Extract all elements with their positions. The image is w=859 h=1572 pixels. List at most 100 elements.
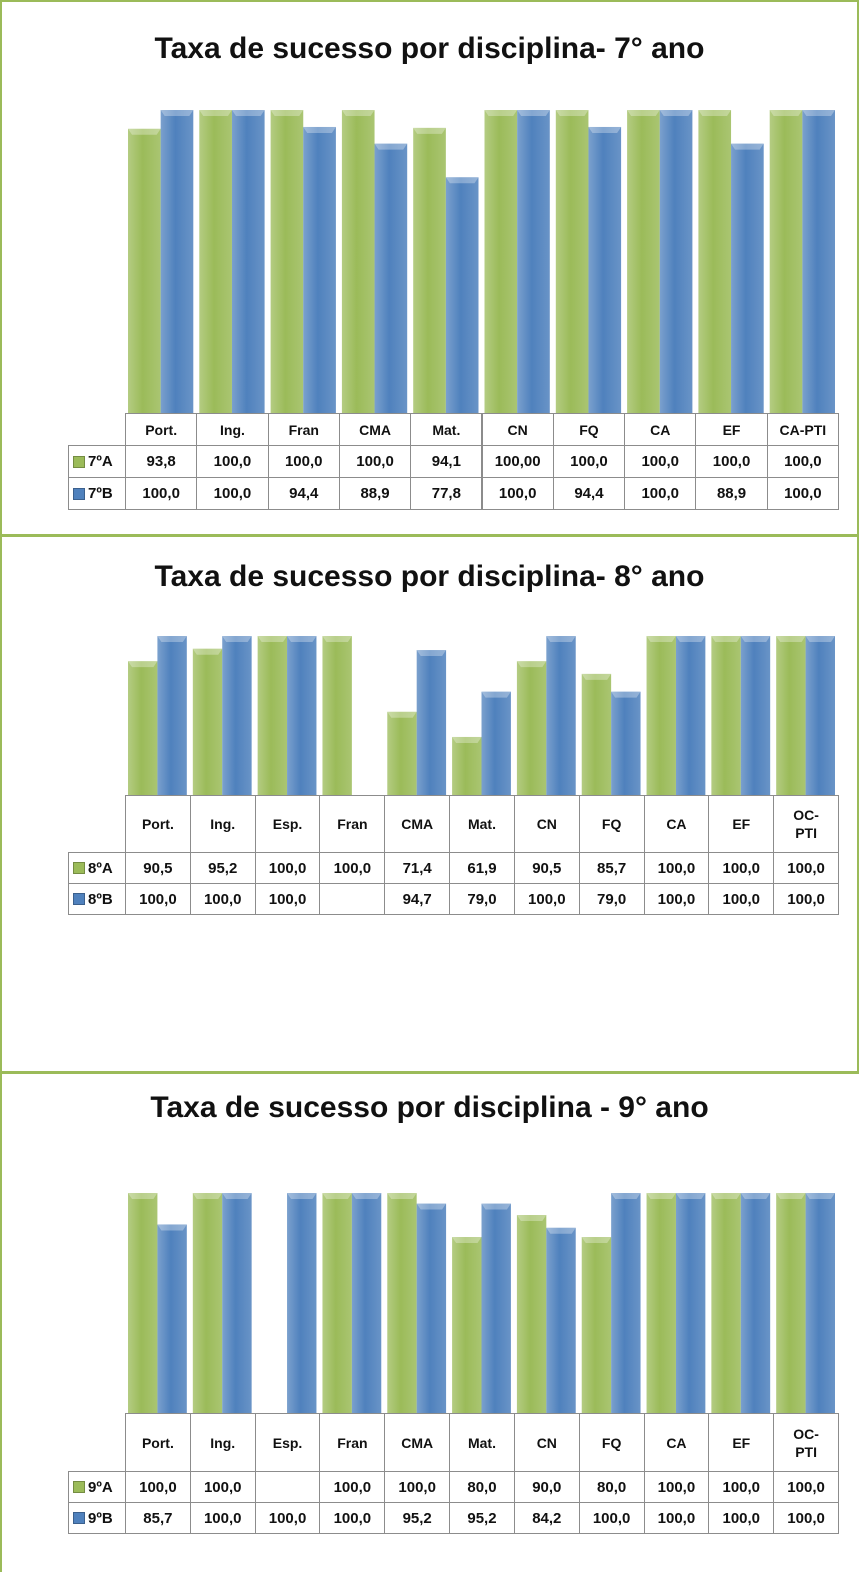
category-label: Fran (337, 1434, 368, 1451)
bar-cap (740, 1193, 771, 1199)
value-cell: 100,0 (773, 1471, 839, 1503)
value-cell: 100,0 (481, 477, 554, 510)
bar-cap (413, 127, 446, 134)
value-cell: 100,0 (708, 883, 775, 915)
value-cell: 100,0 (196, 445, 269, 478)
bar-cap (611, 1193, 641, 1199)
table-header-cell: CN (481, 413, 554, 446)
bar (675, 636, 706, 795)
bar (341, 110, 375, 413)
table-header-cell: CA (643, 1413, 710, 1472)
category-label: FQ (579, 421, 599, 438)
bar-cap (588, 126, 622, 133)
bar-cap (445, 177, 479, 184)
value-cell: 95,2 (449, 1502, 515, 1534)
category-label: Port. (141, 816, 174, 832)
bar-cap (659, 110, 693, 116)
legend-swatch (73, 487, 85, 500)
value-cell: 100,0 (552, 445, 626, 478)
value-cell: 100,00 (481, 445, 554, 478)
value-cell: 100,0 (695, 445, 768, 478)
bar (287, 636, 317, 795)
value-cell: 79,0 (449, 883, 515, 915)
value-cell: 100,0 (319, 1502, 386, 1534)
chart-title: Taxa de sucesso por disciplina- 8° ano (154, 560, 705, 593)
category-label: Fran (288, 421, 319, 438)
legend-cell: 7ºB (68, 477, 126, 510)
bar (416, 1203, 447, 1413)
bar (157, 1224, 187, 1413)
category-label: CN (536, 1434, 557, 1451)
table-header-cell: EF (695, 413, 768, 446)
bar-cap (481, 1203, 511, 1210)
bar-cap (546, 636, 576, 642)
bar (270, 110, 304, 413)
value-cell: 100,0 (624, 445, 697, 478)
value-cell: 95,2 (189, 852, 256, 884)
category-label: EF (732, 816, 751, 832)
table-header-cell: Esp. (254, 795, 321, 853)
category-label: FQ (601, 816, 622, 832)
bar-cap (192, 648, 223, 655)
category-label: Port. (141, 1434, 174, 1451)
bar (199, 110, 232, 413)
category-label: CA (666, 1434, 687, 1451)
bar (192, 648, 223, 795)
table-header-cell: OC-PTI (773, 795, 839, 853)
table-header-cell: CA-PTI (766, 413, 839, 446)
category-label: CA-PTI (779, 421, 827, 438)
table-header-cell: Mat. (449, 795, 515, 853)
value-cell: 100,0 (624, 477, 697, 510)
plot-area (128, 110, 835, 413)
category-label: CN (536, 816, 557, 832)
bar (646, 1193, 676, 1413)
bar (517, 110, 550, 413)
bar-cap (416, 1203, 447, 1210)
value-cell: 100,0 (319, 852, 386, 884)
bar (128, 128, 161, 413)
table-header-cell: Fran (319, 795, 386, 853)
bar (322, 1193, 352, 1413)
bar-cap (287, 636, 317, 642)
table-header-cell: EF (708, 795, 775, 853)
legend-swatch (73, 862, 85, 874)
value-cell: 100,0 (338, 445, 412, 478)
value-cell: 77,8 (410, 477, 483, 510)
table-header-cell: CMA (338, 413, 412, 446)
value-cell: 100,0 (189, 1471, 256, 1503)
bar (192, 1193, 223, 1413)
bar (546, 1227, 576, 1413)
legend-cell: 7ºA (68, 445, 126, 478)
value-cell: 100,0 (766, 477, 839, 510)
table-header-cell: EF (708, 1413, 775, 1472)
bar-cap (322, 1193, 352, 1199)
value-cell: 100,0 (773, 883, 839, 915)
category-label: Ing. (210, 1434, 236, 1451)
bar (611, 1193, 641, 1413)
value-cell: 100,0 (578, 1502, 645, 1534)
bar (445, 177, 479, 413)
legend-cell: 9ºB (68, 1502, 126, 1534)
value-cell: 100,0 (196, 477, 269, 510)
value-cell: 100,0 (643, 883, 710, 915)
bar-cap (341, 110, 375, 116)
value-cell (319, 883, 386, 915)
bar (222, 1193, 252, 1413)
bar (546, 636, 576, 795)
legend-cell: 9ºA (68, 1471, 126, 1503)
value-cell: 94,4 (552, 477, 626, 510)
bar (675, 1193, 706, 1413)
bar (351, 1193, 382, 1413)
bar (128, 1193, 158, 1413)
value-cell: 94,7 (384, 883, 451, 915)
bar-cap (646, 1193, 676, 1199)
bar (627, 110, 660, 413)
bar (322, 636, 352, 795)
bar (387, 1193, 417, 1413)
bar-cap (711, 636, 741, 642)
category-label: Mat. (467, 1434, 496, 1451)
legend-swatch (73, 893, 85, 905)
table-header-cell: Ing. (189, 1413, 256, 1472)
category-label: CN (507, 421, 528, 438)
legend-swatch (73, 1512, 85, 1524)
